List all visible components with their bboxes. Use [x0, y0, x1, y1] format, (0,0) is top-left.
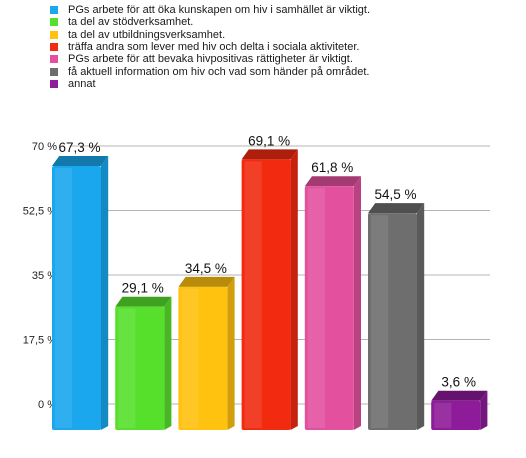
y-tick-label: 17,5 %	[23, 335, 57, 347]
legend-label: ta del av utbildningsverksamhet.	[68, 28, 226, 41]
bar-top	[431, 390, 488, 401]
legend-swatch	[50, 18, 58, 27]
legend-item: PGs arbete för att bevaka hivpositivas r…	[50, 53, 370, 65]
bar-side	[227, 276, 235, 430]
bar-front	[431, 400, 481, 430]
legend-swatch	[50, 79, 58, 88]
data-label: 29,1 %	[122, 281, 164, 296]
data-labels: 67,3 % 29,1 % 34,5 % 69,1 % 61,8 % 54,5 % 3,6 …	[58, 133, 475, 389]
legend-label: få aktuell information om hiv och vad so…	[68, 65, 370, 78]
bar-top	[368, 203, 425, 214]
bar	[241, 149, 298, 430]
data-label: 54,5 %	[374, 187, 416, 202]
legend-swatch	[50, 43, 58, 52]
legend-label: PGs arbete för att öka kunskapen om hiv …	[68, 4, 371, 17]
bar-top	[115, 296, 172, 307]
bar	[304, 176, 361, 430]
bar-front	[304, 186, 354, 430]
legend-item: ta del av stödverksamhet.	[50, 16, 370, 28]
legend-swatch	[50, 6, 58, 15]
bars	[52, 149, 488, 431]
legend-item: PGs arbete för att öka kunskapen om hiv …	[50, 4, 370, 16]
legend-item: ta del av utbildningsverksamhet.	[50, 29, 370, 41]
bar-side	[164, 296, 172, 430]
bar-highlight	[244, 161, 262, 428]
bar-side	[101, 155, 109, 431]
bar-side	[290, 149, 298, 430]
legend-item: annat	[50, 78, 370, 90]
y-tick-label: 35 %	[32, 270, 57, 282]
legend-item: träffa andra som lever med hiv och delta…	[50, 41, 370, 53]
y-tick-label: 52,5 %	[23, 206, 57, 218]
bar-highlight	[371, 215, 389, 428]
y-tick-label: 70 %	[32, 141, 57, 153]
legend-label: träffa andra som lever med hiv och delta…	[68, 41, 360, 54]
bar-highlight	[181, 288, 199, 428]
legend-label: PGs arbete för att bevaka hivpositivas r…	[68, 53, 353, 66]
legend-item: få aktuell information om hiv och vad so…	[50, 65, 370, 78]
legend: PGs arbete för att öka kunskapen om hiv …	[50, 4, 370, 90]
bar	[115, 296, 172, 430]
bar-top	[178, 276, 235, 287]
y-axis-ticks: 0 %17,5 %35 %52,5 %70 %	[23, 141, 57, 411]
legend-swatch	[50, 30, 58, 39]
bar	[178, 276, 235, 430]
bar-front	[115, 306, 165, 430]
bar-side	[417, 203, 425, 430]
bar-highlight	[434, 402, 452, 428]
bar	[431, 390, 488, 430]
bar	[52, 155, 109, 431]
bar-highlight	[55, 167, 73, 429]
data-label: 34,5 %	[185, 261, 227, 276]
bar-side	[353, 176, 361, 430]
legend-label: ta del av stödverksamhet.	[68, 16, 194, 29]
data-label: 67,3 %	[58, 140, 100, 155]
bar-top	[304, 176, 361, 187]
bar-top	[241, 149, 298, 160]
legend-swatch	[50, 67, 58, 76]
data-label: 69,1 %	[248, 133, 290, 148]
legend-swatch	[50, 55, 58, 64]
legend-label: annat	[68, 77, 96, 90]
bar	[368, 203, 425, 430]
bar-highlight	[118, 308, 136, 428]
bar-top	[52, 155, 109, 166]
bar-front	[241, 159, 291, 430]
bar-highlight	[307, 188, 325, 428]
bar-front	[368, 213, 417, 430]
data-label: 61,8 %	[311, 160, 353, 175]
bar-front	[178, 286, 228, 430]
bar-front	[52, 165, 101, 431]
bar-side	[480, 390, 488, 430]
data-label: 3,6 %	[441, 375, 476, 390]
